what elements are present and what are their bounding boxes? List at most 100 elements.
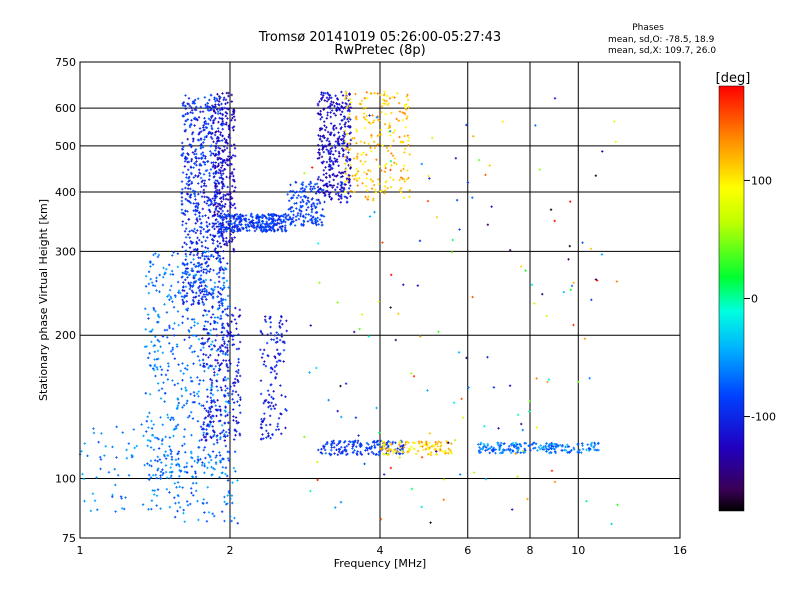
data-point — [212, 172, 215, 175]
data-point — [208, 172, 211, 175]
data-point — [214, 103, 217, 106]
data-point — [186, 270, 189, 274]
data-point — [227, 400, 230, 403]
data-point — [341, 110, 344, 114]
data-point — [385, 146, 389, 150]
data-point — [545, 442, 548, 445]
data-point — [207, 345, 211, 348]
data-point — [196, 455, 200, 458]
data-point — [325, 172, 328, 175]
data-point — [297, 194, 300, 197]
data-point — [567, 445, 571, 448]
data-point — [222, 195, 225, 199]
data-point — [197, 192, 200, 196]
data-point — [191, 131, 195, 134]
data-point — [149, 459, 153, 463]
data-point — [160, 368, 164, 371]
data-point — [160, 461, 163, 464]
data-point — [319, 110, 322, 113]
data-point — [186, 276, 189, 279]
data-point — [190, 303, 193, 306]
data-point — [285, 329, 288, 333]
data-point — [169, 452, 173, 456]
data-point — [198, 285, 201, 288]
data-point — [244, 223, 247, 227]
data-point — [366, 448, 369, 452]
data-point — [316, 185, 320, 189]
data-point — [182, 281, 185, 284]
data-point — [275, 331, 278, 334]
data-point — [201, 358, 205, 362]
data-point — [549, 208, 553, 211]
data-point — [197, 133, 200, 136]
data-point — [377, 178, 380, 181]
data-point — [156, 349, 160, 353]
data-point — [397, 119, 401, 122]
data-point — [206, 269, 209, 273]
data-point — [332, 178, 335, 182]
data-point — [166, 413, 169, 416]
data-point — [188, 104, 192, 108]
data-point — [490, 205, 493, 208]
data-point — [226, 434, 229, 437]
data-point — [197, 301, 201, 305]
data-point — [150, 427, 154, 430]
data-point — [218, 242, 222, 245]
data-point — [320, 140, 324, 143]
data-point — [285, 319, 288, 322]
data-point — [215, 188, 219, 192]
data-point — [99, 455, 102, 459]
data-point — [181, 444, 184, 447]
data-point — [216, 399, 219, 402]
data-point — [215, 257, 218, 260]
data-point — [372, 452, 375, 455]
data-point — [205, 105, 209, 108]
data-point — [267, 432, 270, 435]
data-point — [202, 227, 205, 231]
data-point — [173, 515, 177, 519]
data-point — [183, 213, 187, 217]
data-point — [170, 455, 174, 459]
data-point — [190, 145, 193, 149]
data-point — [159, 365, 162, 368]
data-point — [184, 222, 188, 225]
data-point — [185, 176, 188, 179]
data-point — [213, 96, 216, 99]
data-point — [390, 164, 393, 167]
data-point — [414, 452, 418, 456]
data-point — [181, 141, 184, 145]
data-point — [140, 423, 143, 426]
data-point — [223, 519, 226, 523]
data-point — [83, 499, 86, 503]
data-point — [221, 117, 224, 120]
data-point — [202, 124, 205, 127]
data-point — [205, 260, 209, 264]
data-point — [332, 153, 335, 156]
data-point — [194, 472, 197, 475]
y-tick-label: 500 — [55, 140, 76, 153]
data-point — [361, 182, 364, 185]
data-point — [553, 97, 557, 100]
data-point — [221, 187, 224, 190]
data-point — [185, 402, 188, 405]
data-point — [293, 224, 297, 227]
data-point — [213, 514, 216, 518]
data-point — [197, 395, 200, 398]
data-point — [197, 382, 201, 386]
data-point — [260, 356, 264, 359]
data-point — [233, 147, 237, 150]
data-point — [190, 269, 193, 272]
data-point — [442, 498, 445, 501]
data-point — [278, 321, 281, 325]
data-point — [216, 389, 220, 392]
data-point — [180, 203, 184, 206]
data-point — [169, 466, 172, 469]
data-point — [199, 222, 203, 225]
data-point — [209, 135, 213, 139]
data-point — [228, 387, 232, 391]
data-point — [113, 467, 116, 471]
data-point — [197, 182, 200, 185]
data-point — [147, 508, 150, 511]
data-point — [192, 263, 196, 266]
